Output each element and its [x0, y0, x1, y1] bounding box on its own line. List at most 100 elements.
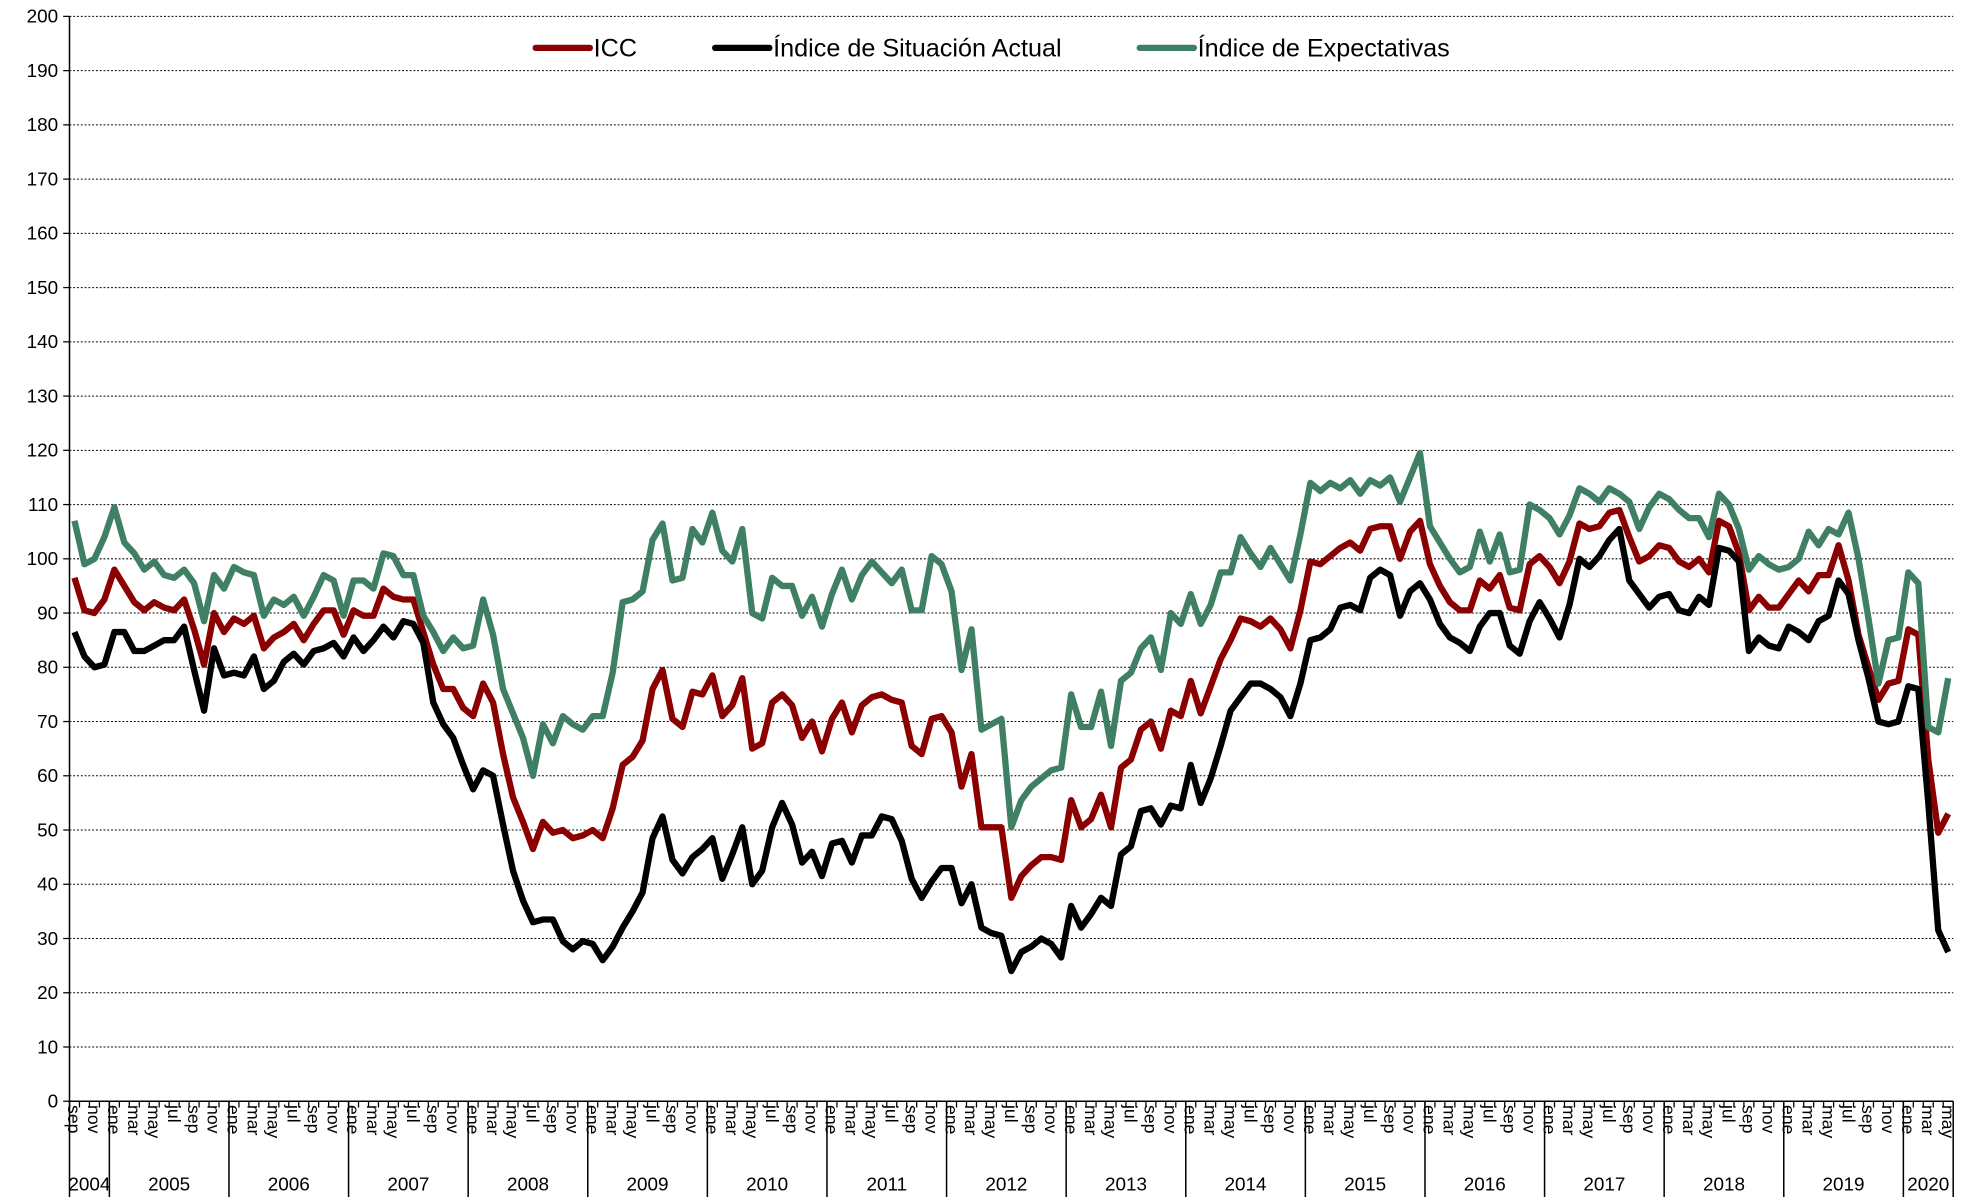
x-tick-label: nov — [1759, 1105, 1779, 1134]
x-tick-label: mar — [602, 1105, 622, 1135]
x-tick-label: nov — [1400, 1105, 1420, 1134]
y-tick-label: 200 — [27, 7, 59, 28]
x-tick-label: jul — [762, 1104, 782, 1123]
x-tick-label: ene — [1180, 1105, 1200, 1135]
year-label: 2019 — [1823, 1175, 1865, 1196]
x-tick-label: mar — [961, 1105, 981, 1135]
year-label: 2013 — [1105, 1175, 1147, 1196]
x-tick-label: nov — [84, 1105, 104, 1134]
x-tick-label: may — [144, 1105, 164, 1138]
x-tick-label: ene — [463, 1105, 483, 1135]
y-tick-label: 100 — [27, 549, 59, 570]
x-tick-label: nov — [921, 1105, 941, 1134]
x-tick-label: mar — [244, 1105, 264, 1135]
x-tick-label: mar — [1679, 1105, 1699, 1135]
x-tick-label: jul — [1719, 1104, 1739, 1123]
series-line — [71, 506, 1951, 901]
year-label: 2015 — [1344, 1175, 1386, 1196]
x-tick-label: nov — [443, 1105, 463, 1134]
year-label: 2016 — [1464, 1175, 1506, 1196]
x-tick-label: nov — [204, 1105, 224, 1134]
year-label: 2012 — [985, 1175, 1027, 1196]
x-tick-label: mar — [1440, 1105, 1460, 1135]
x-tick-label: sep — [1499, 1105, 1519, 1134]
x-tick-label: sep — [423, 1105, 443, 1134]
x-tick-label: nov — [1519, 1105, 1539, 1134]
y-tick-label: 140 — [27, 332, 59, 353]
x-tick-label: sep — [303, 1105, 323, 1134]
x-tick-label: may — [862, 1105, 882, 1138]
x-tick-label: sep — [1380, 1105, 1400, 1134]
x-tick-label: sep — [782, 1105, 802, 1134]
x-tick-label: mar — [483, 1105, 503, 1135]
year-label: 2018 — [1703, 1175, 1745, 1196]
y-tick-label: 60 — [37, 766, 58, 787]
x-tick-label: ene — [822, 1105, 842, 1135]
x-tick-label: jul — [1001, 1104, 1021, 1123]
legend-label: Índice de Situación Actual — [773, 34, 1061, 63]
x-tick-label: sep — [1858, 1105, 1878, 1134]
x-tick-label: sep — [1619, 1105, 1639, 1134]
x-tick-label: may — [1101, 1105, 1121, 1138]
x-tick-label: may — [1818, 1105, 1838, 1138]
x-tick-label: jul — [1479, 1104, 1499, 1123]
x-tick-label: mar — [1798, 1105, 1818, 1135]
year-label: 2005 — [148, 1175, 190, 1196]
x-tick-label: may — [742, 1105, 762, 1138]
x-tick-label: ene — [941, 1105, 961, 1135]
year-label: 2008 — [507, 1175, 549, 1196]
x-tick-label: may — [503, 1105, 523, 1138]
x-tick-label: jul — [1599, 1104, 1619, 1123]
y-tick-label: 150 — [27, 278, 59, 299]
y-tick-label: 30 — [37, 929, 58, 950]
x-tick-label: sep — [901, 1105, 921, 1134]
x-tick-label: ene — [1539, 1105, 1559, 1135]
y-tick-label: 160 — [27, 224, 59, 245]
series-line — [71, 525, 1952, 975]
x-tick-label: may — [264, 1105, 284, 1138]
x-tick-label: may — [1938, 1105, 1958, 1138]
x-tick-label: jul — [1838, 1104, 1858, 1123]
x-tick-label: ene — [104, 1105, 124, 1135]
year-label: 2011 — [866, 1175, 907, 1196]
x-tick-label: sep — [1141, 1105, 1161, 1134]
x-tick-label: may — [1460, 1105, 1480, 1138]
y-tick-label: 190 — [27, 61, 59, 82]
x-tick-label: mar — [363, 1105, 383, 1135]
year-label: 2007 — [387, 1175, 429, 1196]
year-label: 2014 — [1225, 1175, 1267, 1196]
year-label: 2010 — [746, 1175, 788, 1196]
x-tick-label: ene — [1061, 1105, 1081, 1135]
x-tick-label: jul — [881, 1104, 901, 1123]
x-tick-label: jul — [642, 1104, 662, 1123]
x-tick-label: nov — [1041, 1105, 1061, 1134]
x-tick-label: sep — [64, 1105, 84, 1134]
x-tick-label: mar — [124, 1105, 144, 1135]
y-tick-label: 120 — [27, 441, 59, 462]
x-tick-label: nov — [682, 1105, 702, 1134]
y-tick-label: 70 — [37, 712, 58, 733]
x-tick-label: ene — [1898, 1105, 1918, 1135]
x-tick-label: mar — [1559, 1105, 1579, 1135]
x-tick-label: jul — [1360, 1104, 1380, 1123]
x-tick-label: mar — [1918, 1105, 1938, 1135]
x-tick-label: ene — [343, 1105, 363, 1135]
x-tick-label: sep — [1739, 1105, 1759, 1134]
x-tick-label: mar — [1320, 1105, 1340, 1135]
x-tick-label: nov — [802, 1105, 822, 1134]
x-tick-label: may — [1220, 1105, 1240, 1138]
x-tick-label: jul — [403, 1104, 423, 1123]
x-tick-label: nov — [1161, 1105, 1181, 1134]
year-label: 2009 — [627, 1175, 669, 1196]
x-tick-label: sep — [543, 1105, 563, 1134]
y-tick-label: 90 — [37, 603, 58, 624]
y-tick-label: 20 — [37, 983, 58, 1004]
x-tick-label: mar — [842, 1105, 862, 1135]
y-tick-label: 110 — [28, 495, 58, 516]
series-line — [71, 449, 1952, 831]
y-tick-label: 50 — [37, 820, 58, 841]
x-tick-label: sep — [1260, 1105, 1280, 1134]
x-tick-label: jul — [1240, 1104, 1260, 1123]
x-tick-label: ene — [1778, 1105, 1798, 1135]
y-tick-label: 130 — [27, 386, 59, 407]
